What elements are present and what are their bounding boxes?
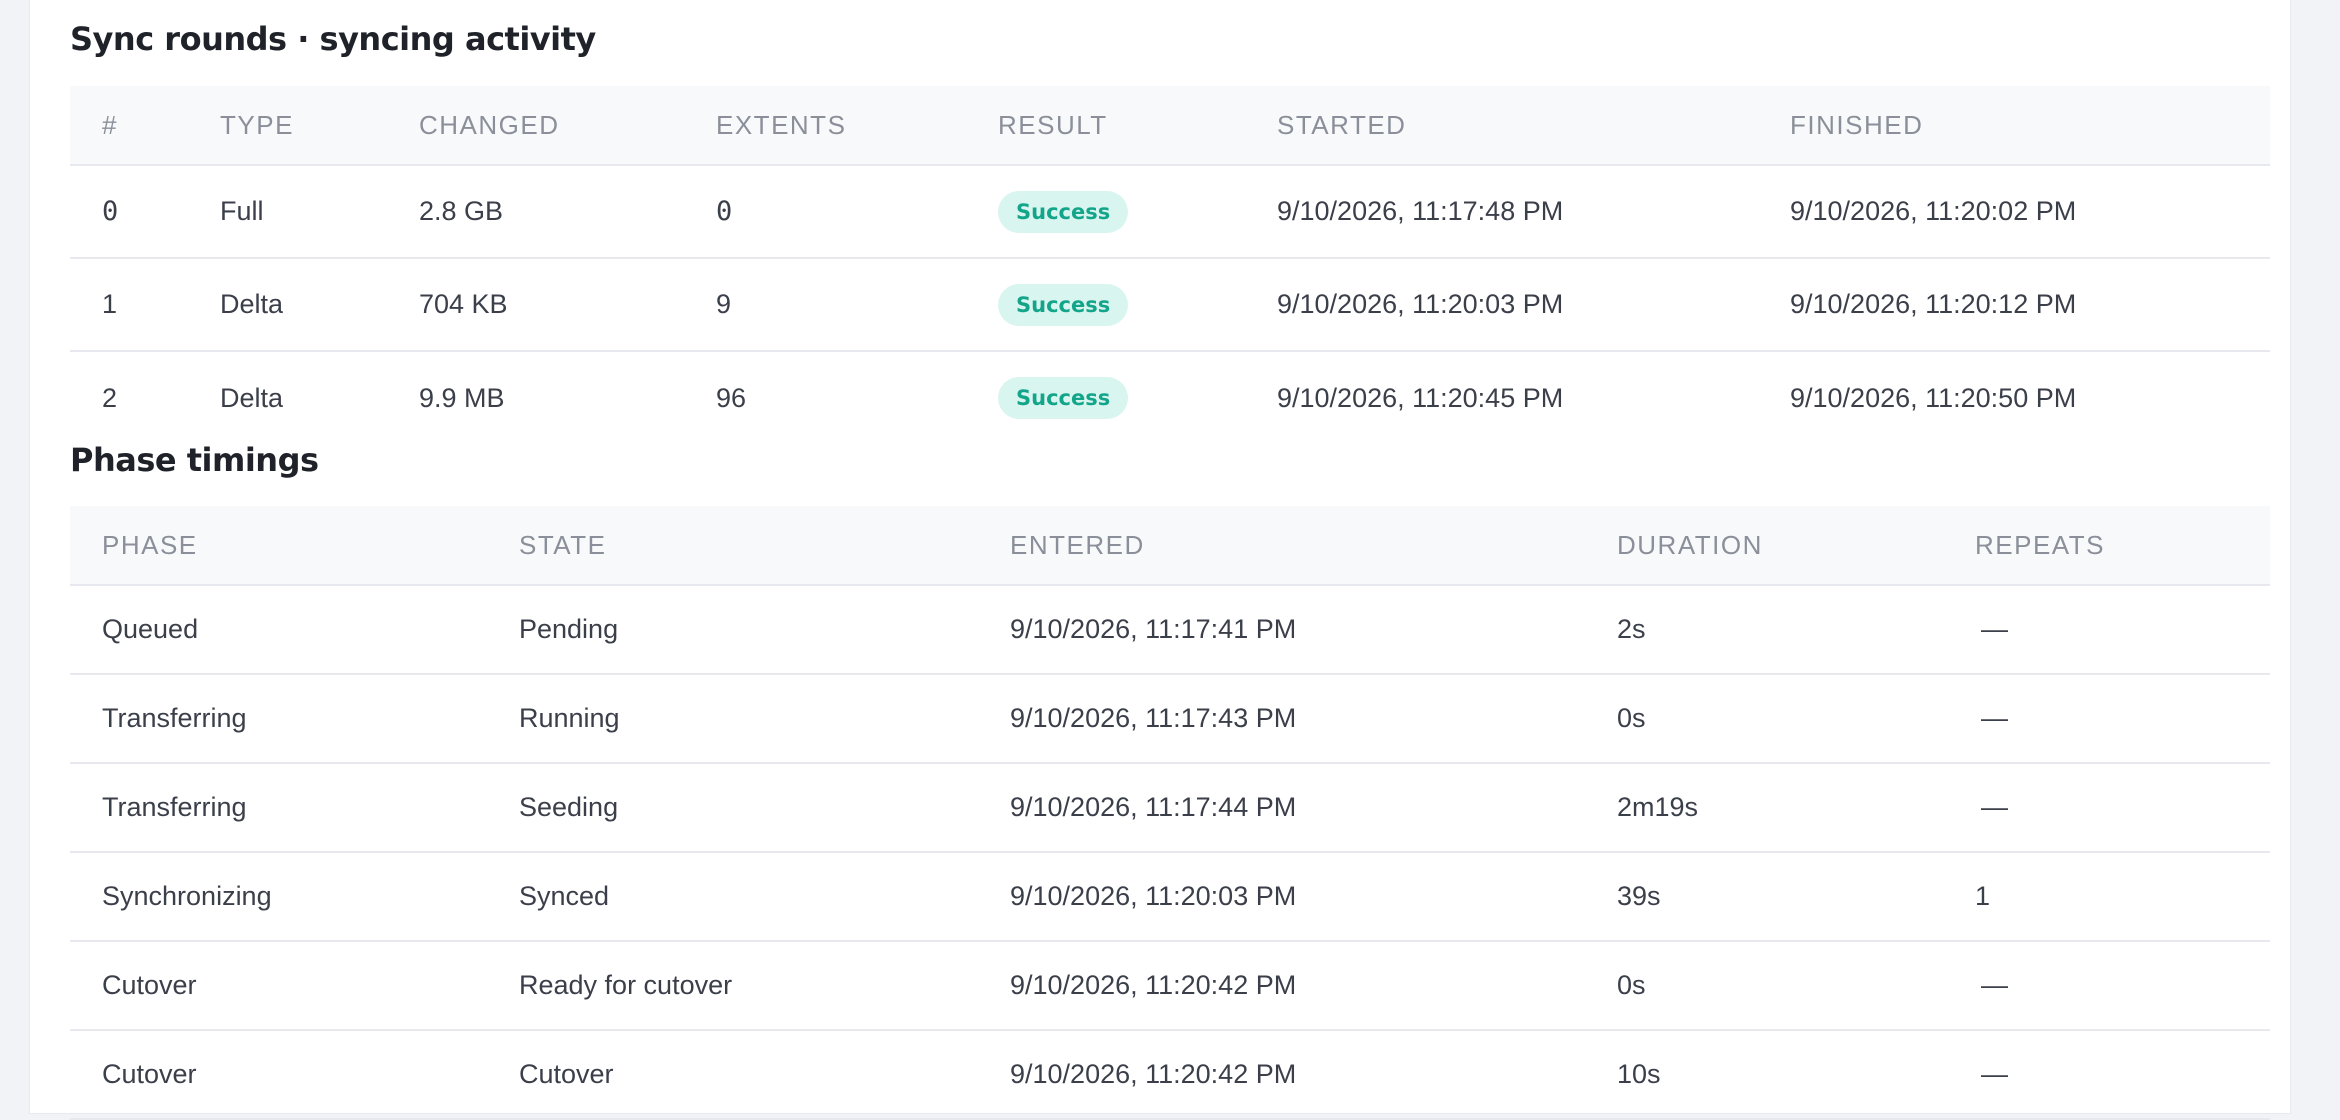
sync-rounds-title: Sync rounds · syncing activity — [70, 20, 596, 58]
column-header-changed[interactable]: CHANGED — [387, 86, 684, 166]
phase-duration: 0s — [1585, 674, 1943, 764]
round-finished: 9/10/2026, 11:20:12 PM — [1758, 258, 2270, 352]
round-result-cell: Success — [966, 258, 1245, 352]
table-row: Transferring Seeding 9/10/2026, 11:17:44… — [70, 763, 2270, 853]
round-changed: 704 KB — [387, 258, 684, 352]
phase-name: Queued — [70, 585, 487, 675]
table-row: 1 Delta 704 KB 9 Success 9/10/2026, 11:2… — [70, 258, 2270, 352]
phase-timings-table: PHASE STATE ENTERED DURATION REPEATS Que… — [70, 506, 2270, 1120]
round-type: Delta — [188, 258, 387, 352]
round-type: Full — [188, 165, 387, 259]
phase-state: Seeding — [487, 763, 978, 853]
phase-duration: 39s — [1585, 852, 1943, 942]
status-badge: Success — [998, 283, 1129, 326]
round-extents: 9 — [684, 258, 966, 352]
column-header-result[interactable]: RESULT — [966, 86, 1245, 166]
phase-entered: 9/10/2026, 11:20:42 PM — [978, 1030, 1585, 1120]
phase-state: Ready for cutover — [487, 941, 978, 1031]
phase-name: Cutover — [70, 941, 487, 1031]
round-result-cell: Success — [966, 165, 1245, 259]
table-row: Cutover Ready for cutover 9/10/2026, 11:… — [70, 941, 2270, 1031]
phase-state: Cutover — [487, 1030, 978, 1120]
sync-rounds-table: # TYPE CHANGED EXTENTS RESULT STARTED FI… — [70, 86, 2270, 444]
table-row: Transferring Running 9/10/2026, 11:17:43… — [70, 674, 2270, 764]
table-row: 0 Full 2.8 GB 0 Success 9/10/2026, 11:17… — [70, 165, 2270, 259]
phase-duration: 2m19s — [1585, 763, 1943, 853]
column-header-index[interactable]: # — [70, 86, 188, 166]
table-header-row: # TYPE CHANGED EXTENTS RESULT STARTED FI… — [70, 86, 2270, 166]
phase-repeats: — — [1943, 763, 2270, 853]
phase-entered: 9/10/2026, 11:17:43 PM — [978, 674, 1585, 764]
status-badge: Success — [998, 377, 1129, 419]
phase-repeats: 1 — [1943, 852, 2270, 942]
round-extents: 0 — [684, 165, 966, 259]
phase-state: Synced — [487, 852, 978, 942]
round-changed: 9.9 MB — [419, 382, 505, 413]
phase-timings-title: Phase timings — [70, 441, 319, 479]
round-extents: 96 — [716, 382, 747, 413]
column-header-finished[interactable]: FINISHED — [1758, 86, 2270, 166]
table-row: Queued Pending 9/10/2026, 11:17:41 PM 2s… — [70, 585, 2270, 675]
column-header-entered[interactable]: ENTERED — [978, 506, 1585, 586]
round-index: 2 — [102, 382, 118, 413]
column-header-type[interactable]: TYPE — [188, 86, 387, 166]
status-badge: Success — [998, 190, 1129, 233]
phase-state: Pending — [487, 585, 978, 675]
phase-entered: 9/10/2026, 11:20:42 PM — [978, 941, 1585, 1031]
phase-entered: 9/10/2026, 11:20:03 PM — [978, 852, 1585, 942]
round-started: 9/10/2026, 11:20:03 PM — [1245, 258, 1758, 352]
phase-duration: 0s — [1585, 941, 1943, 1031]
phase-name: Transferring — [70, 763, 487, 853]
column-header-extents[interactable]: EXTENTS — [684, 86, 966, 166]
phase-name: Transferring — [70, 674, 487, 764]
column-header-state[interactable]: STATE — [487, 506, 978, 586]
round-index: 1 — [70, 258, 188, 352]
round-finished: 9/10/2026, 11:20:02 PM — [1758, 165, 2270, 259]
phase-repeats: — — [1943, 585, 2270, 675]
column-header-repeats[interactable]: REPEATS — [1943, 506, 2270, 586]
table-row: 2 Delta 9.9 MB 96 Success 9/10/2026, 11:… — [70, 351, 2270, 444]
phase-duration: 2s — [1585, 585, 1943, 675]
round-started: 9/10/2026, 11:20:45 PM — [1277, 382, 1564, 413]
round-index: 0 — [70, 165, 188, 259]
phase-repeats: — — [1943, 1030, 2270, 1120]
table-row: Synchronizing Synced 9/10/2026, 11:20:03… — [70, 852, 2270, 942]
round-type: Delta — [220, 382, 284, 413]
round-finished: 9/10/2026, 11:20:50 PM — [1790, 382, 2077, 413]
phase-entered: 9/10/2026, 11:17:44 PM — [978, 763, 1585, 853]
phase-entered: 9/10/2026, 11:17:41 PM — [978, 585, 1585, 675]
phase-duration: 10s — [1585, 1030, 1943, 1120]
phase-name: Cutover — [70, 1030, 487, 1120]
table-header-row: PHASE STATE ENTERED DURATION REPEATS — [70, 506, 2270, 586]
phase-state: Running — [487, 674, 978, 764]
phase-repeats: — — [1943, 674, 2270, 764]
phase-name: Synchronizing — [70, 852, 487, 942]
column-header-started[interactable]: STARTED — [1245, 86, 1758, 166]
round-changed: 2.8 GB — [387, 165, 684, 259]
table-row: Cutover Cutover 9/10/2026, 11:20:42 PM 1… — [70, 1030, 2270, 1120]
round-started: 9/10/2026, 11:17:48 PM — [1245, 165, 1758, 259]
phase-repeats: — — [1943, 941, 2270, 1031]
round-result-cell: Success — [966, 351, 1245, 444]
column-header-duration[interactable]: DURATION — [1585, 506, 1943, 586]
column-header-phase[interactable]: PHASE — [70, 506, 487, 586]
